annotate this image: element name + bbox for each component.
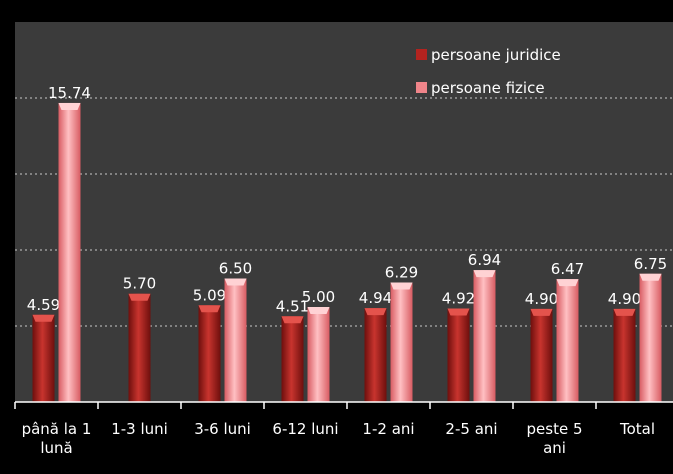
bar-fizice: [556, 279, 579, 402]
data-label: 6.47: [551, 260, 584, 278]
x-tick-label: 1-2 ani: [362, 420, 414, 438]
x-tick-label: 1-3 luni: [111, 420, 168, 438]
bar-fizice: [473, 270, 496, 402]
x-axis: până la 1 lună 1-3 luni 3-6 luni 6-12 luni 1-…: [14, 401, 673, 457]
data-label: 4.59: [27, 296, 60, 314]
data-label: 4.94: [359, 289, 392, 307]
bar-juridice: [198, 305, 221, 402]
data-label: 5.09: [193, 286, 226, 304]
legend-label: persoane juridice: [431, 46, 561, 64]
bar-cap: [128, 293, 151, 301]
x-tick-label: Total: [619, 420, 655, 438]
bar-cap: [556, 279, 579, 287]
bar-fizice: [390, 282, 413, 402]
legend-swatch: [416, 49, 427, 60]
legend-label: persoane fizice: [431, 79, 545, 97]
bar-cap: [613, 308, 636, 316]
bar-cap: [390, 282, 413, 290]
bar-cap: [639, 273, 662, 281]
bar-cap: [281, 316, 304, 324]
x-tick-label: peste 5 ani: [527, 420, 583, 457]
bar-cap: [473, 270, 496, 278]
x-tick-label: 6-12 luni: [272, 420, 338, 438]
data-label: 15.74: [48, 84, 91, 102]
bar-fizice: [639, 273, 662, 402]
data-label: 4.90: [525, 290, 558, 308]
bar-juridice: [530, 308, 553, 402]
bar-cap: [32, 314, 55, 322]
data-label: 6.75: [634, 255, 667, 273]
bar-cap: [307, 307, 330, 314]
data-label: 6.94: [468, 251, 501, 269]
bar-cap: [224, 278, 247, 286]
legend: persoane juridice persoane fizice: [416, 46, 561, 97]
data-label: 6.29: [385, 263, 418, 281]
bar-cap: [530, 308, 553, 316]
data-label: 4.90: [608, 290, 641, 308]
bars: 4.59 15.74 5.70 5.09 6.50 4.515.00 4.94 6.29 4.9…: [27, 84, 667, 402]
bar-fizice: [224, 278, 247, 402]
bar-juridice: [364, 308, 387, 402]
data-label: 5.00: [302, 288, 335, 306]
bar-juridice: [128, 293, 151, 402]
bar-cap: [364, 308, 387, 316]
bar-juridice: [32, 314, 55, 402]
bar-cap: [198, 305, 221, 313]
data-label: 6.50: [219, 260, 252, 278]
data-label: 4.92: [442, 290, 475, 308]
bar-cap: [58, 102, 81, 110]
x-tick-label: 3-6 luni: [194, 420, 251, 438]
bar-cap: [447, 308, 470, 316]
data-label: 5.70: [123, 275, 156, 293]
bar-fizice: [307, 307, 330, 402]
legend-swatch: [416, 82, 427, 93]
x-tick-label: 2-5 ani: [445, 420, 497, 438]
bar-juridice: [281, 316, 304, 402]
data-label: 4.51: [276, 297, 309, 315]
x-tick-label: până la 1 lună: [22, 420, 92, 457]
bar-fizice: [58, 102, 81, 402]
bar-juridice: [613, 308, 636, 402]
bar-juridice: [447, 308, 470, 402]
